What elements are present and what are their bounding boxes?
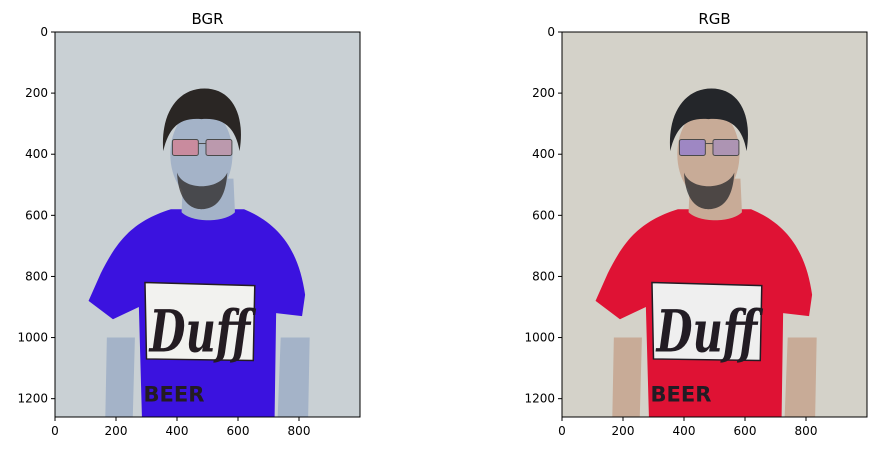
glasses-right-lens	[205, 139, 233, 156]
x-tick-label: 600	[734, 424, 757, 438]
logo-panel	[144, 281, 256, 362]
y-tick-label: 1000	[17, 331, 48, 345]
y-tick-label: 400	[25, 147, 48, 161]
axes-frame	[561, 31, 868, 418]
subplot-bgr: BGR Duff BEER 0 200 400 600 800 0 200 400 600 800 100…	[17, 10, 361, 438]
y-tick-label: 800	[532, 269, 555, 283]
hair	[162, 88, 241, 152]
x-tick-label: 400	[166, 424, 189, 438]
y-tick-label: 800	[25, 269, 48, 283]
glasses-right-lens	[712, 139, 740, 156]
logo-text: Duff	[655, 296, 764, 365]
left-arm	[105, 337, 135, 417]
right-arm	[277, 337, 310, 417]
logo-text: Duff	[148, 296, 257, 365]
face	[677, 108, 740, 201]
glasses-left-lens	[171, 139, 199, 156]
y-tick-label: 1000	[524, 331, 555, 345]
image-display: Duff BEER	[55, 32, 360, 417]
subplot-rgb: RGB Duff BEER 0 200 400 600 800 0 200 400 600 800 100…	[524, 10, 868, 438]
left-arm	[612, 337, 642, 417]
y-tick-label: 0	[40, 25, 48, 39]
x-tick-label: 600	[227, 424, 250, 438]
shirt-beer-text: BEER	[143, 383, 205, 408]
x-tick-label: 0	[51, 424, 59, 438]
image-display: Duff BEER	[562, 32, 867, 417]
y-tick-label: 1200	[524, 392, 555, 406]
y-tick-label: 600	[25, 208, 48, 222]
x-tick-label: 200	[612, 424, 635, 438]
subplot-title: RGB	[698, 10, 730, 28]
logo-panel	[651, 281, 763, 362]
shirt-beer-text: BEER	[650, 383, 712, 408]
face	[170, 108, 233, 201]
y-tick-label: 400	[532, 147, 555, 161]
subplot-title: BGR	[191, 10, 223, 28]
y-tick-label: 200	[532, 86, 555, 100]
y-tick-label: 1200	[17, 392, 48, 406]
y-tick-label: 600	[532, 208, 555, 222]
glasses-left-lens	[678, 139, 706, 156]
right-arm	[784, 337, 817, 417]
beard	[177, 172, 228, 210]
beard	[684, 172, 735, 210]
x-tick-label: 200	[105, 424, 128, 438]
x-tick-label: 400	[673, 424, 696, 438]
x-tick-label: 800	[288, 424, 311, 438]
y-tick-label: 200	[25, 86, 48, 100]
hair	[669, 88, 748, 152]
y-tick-label: 0	[547, 25, 555, 39]
axes-frame	[54, 31, 361, 418]
x-tick-label: 800	[795, 424, 818, 438]
x-tick-label: 0	[558, 424, 566, 438]
